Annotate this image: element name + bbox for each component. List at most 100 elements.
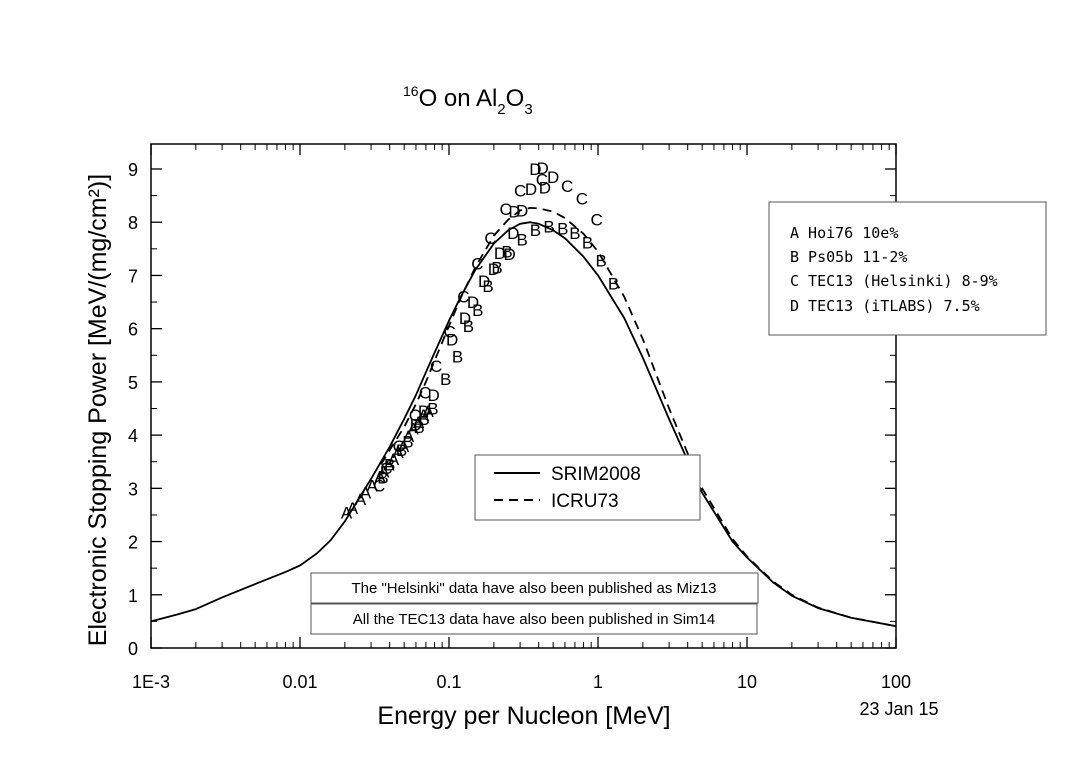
marker-d-9: D bbox=[503, 245, 515, 264]
marker-d-15: D bbox=[536, 159, 548, 178]
plot-frame bbox=[150, 143, 897, 649]
y-tick-label-1: 1 bbox=[128, 586, 138, 606]
title-sub-2: 2 bbox=[497, 101, 505, 118]
reference-legend-box bbox=[768, 201, 1047, 336]
marker-b-5: B bbox=[418, 410, 429, 429]
axis-tick-labels: 1E-3 0.01 0.1 1 10 100 0 1 2 3 4 5 6 7 8 9 bbox=[128, 160, 911, 692]
title-part-3: O bbox=[506, 85, 525, 112]
marker-d-1: D bbox=[418, 402, 430, 421]
marker-a-14: A bbox=[418, 406, 430, 425]
marker-b-18: B bbox=[569, 224, 580, 243]
marker-d-3: D bbox=[446, 330, 458, 349]
reference-entry-b: B Ps05b 11-2% bbox=[790, 248, 907, 266]
marker-d-13: D bbox=[525, 180, 537, 199]
marker-d-4: D bbox=[459, 309, 471, 328]
marker-d-7: D bbox=[488, 260, 500, 279]
marker-c-6: C bbox=[443, 322, 455, 341]
marker-c-5: C bbox=[430, 357, 442, 376]
y-tick-label-9: 9 bbox=[128, 160, 138, 180]
marker-b-12: B bbox=[491, 259, 502, 278]
marker-d-6: D bbox=[478, 272, 490, 291]
marker-c-12: C bbox=[536, 171, 548, 190]
reference-entry-a: A Hoi76 10e% bbox=[790, 224, 898, 242]
marker-b-11: B bbox=[482, 277, 493, 296]
marker-b-15: B bbox=[530, 221, 541, 240]
y-tick-label-5: 5 bbox=[128, 373, 138, 393]
marker-b-10: B bbox=[472, 301, 483, 320]
marker-c-8: C bbox=[471, 255, 483, 274]
marker-c-4: C bbox=[419, 384, 431, 403]
marker-d-5: D bbox=[467, 293, 479, 312]
marker-c-1: C bbox=[380, 459, 392, 478]
legend-label-srim2008: SRIM2008 bbox=[551, 464, 641, 485]
y-tick-label-4: 4 bbox=[128, 426, 138, 446]
marker-a-9: A bbox=[392, 443, 404, 462]
y-tick-label-0: 0 bbox=[128, 639, 138, 659]
marker-a-0: A bbox=[341, 503, 353, 522]
marker-b-7: B bbox=[440, 370, 451, 389]
marker-b-17: B bbox=[557, 220, 568, 239]
marker-b-8: B bbox=[452, 347, 463, 366]
marker-c-14: C bbox=[576, 189, 588, 208]
marker-b-16: B bbox=[543, 218, 554, 237]
marker-b-14: B bbox=[517, 230, 528, 249]
y-tick-label-2: 2 bbox=[128, 533, 138, 553]
marker-d-2: D bbox=[428, 386, 440, 405]
series-layer bbox=[150, 206, 897, 628]
title-sub-4: 3 bbox=[524, 101, 532, 118]
marker-a-1: A bbox=[347, 499, 359, 518]
legend-label-icru73: ICRU73 bbox=[551, 491, 619, 512]
note-miz13-box bbox=[310, 572, 759, 604]
marker-a-5: A bbox=[374, 468, 386, 487]
x-tick-label-3: 1 bbox=[593, 672, 603, 692]
series-line-icru73 bbox=[380, 206, 897, 628]
marker-c-0: C bbox=[373, 477, 385, 496]
marker-c-7: C bbox=[457, 288, 469, 307]
marker-c-10: C bbox=[500, 200, 512, 219]
marker-b-0: B bbox=[377, 469, 388, 488]
marker-b-13: B bbox=[501, 243, 512, 262]
note-miz13: The "Helsinki" data have also been publi… bbox=[310, 572, 759, 604]
date-stamp: 23 Jan 15 bbox=[859, 699, 938, 719]
series-line-srim2008 bbox=[150, 221, 897, 628]
marker-b-21: B bbox=[608, 274, 619, 293]
marker-d-17: D bbox=[547, 168, 559, 187]
marker-b-2: B bbox=[396, 441, 407, 460]
title-mass-number: 16 bbox=[403, 83, 419, 99]
marker-a-8: A bbox=[388, 450, 400, 469]
series-legend: SRIM2008 ICRU73 bbox=[474, 454, 701, 521]
marker-d-14: D bbox=[529, 160, 541, 179]
marker-a-15: A bbox=[423, 402, 435, 421]
svg-text:16O on Al2O3: 16O on Al2O3 bbox=[403, 83, 533, 118]
marker-b-1: B bbox=[384, 455, 395, 474]
y-tick-label-7: 7 bbox=[128, 266, 138, 286]
title-part-1: O on Al bbox=[419, 85, 498, 112]
reference-entry-d: D TEC13 (iTLABS) 7.5% bbox=[790, 297, 980, 315]
y-tick-label-8: 8 bbox=[128, 213, 138, 233]
axis-ticks bbox=[150, 144, 897, 649]
marker-c-11: C bbox=[514, 181, 526, 200]
marker-c-3: C bbox=[409, 406, 421, 425]
marker-a-11: A bbox=[403, 427, 415, 446]
marker-b-9: B bbox=[463, 317, 474, 336]
marker-a-12: A bbox=[408, 420, 420, 439]
marker-d-12: D bbox=[516, 202, 528, 221]
marker-b-6: B bbox=[427, 400, 438, 419]
series-legend-box bbox=[474, 454, 701, 521]
marker-d-11: D bbox=[508, 203, 520, 222]
x-tick-label-5: 100 bbox=[881, 672, 911, 692]
marker-c-13: C bbox=[561, 177, 573, 196]
marker-d-16: D bbox=[539, 179, 551, 198]
y-tick-label-6: 6 bbox=[128, 320, 138, 340]
marker-a-3: A bbox=[360, 484, 372, 503]
x-axis-label: Energy per Nucleon [MeV] bbox=[377, 702, 670, 730]
marker-d-0: D bbox=[410, 416, 422, 435]
reference-entry-c: C TEC13 (Helsinki) 8-9% bbox=[790, 272, 998, 290]
marker-c-2: C bbox=[393, 437, 405, 456]
y-axis-label: Electronic Stopping Power [MeV/(mg/cm²)] bbox=[84, 174, 112, 646]
x-tick-label-1: 0.01 bbox=[282, 672, 317, 692]
marker-d-8: D bbox=[494, 244, 506, 263]
x-tick-label-2: 0.1 bbox=[436, 672, 461, 692]
x-tick-label-4: 10 bbox=[737, 672, 757, 692]
